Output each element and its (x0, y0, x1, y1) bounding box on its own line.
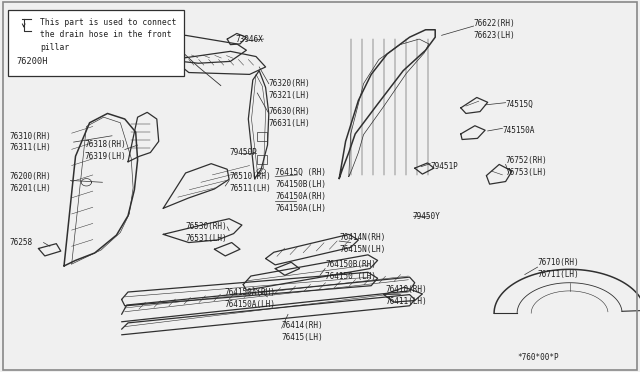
Text: 76200H: 76200H (16, 57, 47, 66)
Text: This part is used to connect
the drain hose in the front
pillar: This part is used to connect the drain h… (40, 18, 177, 52)
Text: *760*00*P: *760*00*P (517, 353, 559, 362)
Text: 745150A: 745150A (502, 126, 535, 135)
Text: 79450P: 79450P (229, 148, 257, 157)
Bar (257, 132, 267, 141)
Text: 764150A(RH)
764150A(LH): 764150A(RH) 764150A(LH) (224, 288, 275, 309)
FancyBboxPatch shape (8, 10, 184, 76)
Text: 76410(RH)
76411(LH): 76410(RH) 76411(LH) (385, 285, 427, 306)
Text: 79450Y: 79450Y (413, 212, 440, 221)
Text: 76510(RH)
76511(LH): 76510(RH) 76511(LH) (229, 172, 271, 193)
Text: 76320(RH)
76321(LH): 76320(RH) 76321(LH) (269, 79, 310, 100)
Bar (257, 155, 267, 164)
Text: 76752(RH)
76753(LH): 76752(RH) 76753(LH) (506, 156, 547, 177)
Text: 76414N(RH)
76415N(LH): 76414N(RH) 76415N(LH) (339, 233, 385, 254)
Text: 73946X: 73946X (236, 35, 263, 44)
Text: 76200(RH)
76201(LH): 76200(RH) 76201(LH) (10, 172, 51, 193)
Text: 76622(RH)
76623(LH): 76622(RH) 76623(LH) (474, 19, 515, 40)
Text: 76630(RH)
76631(LH): 76630(RH) 76631(LH) (269, 107, 310, 128)
Text: 76710(RH)
76711(LH): 76710(RH) 76711(LH) (538, 258, 579, 279)
Text: 76414(RH)
76415(LH): 76414(RH) 76415(LH) (282, 321, 323, 342)
Text: 76258: 76258 (10, 238, 33, 247)
Text: 76310(RH)
76311(LH): 76310(RH) 76311(LH) (10, 132, 51, 153)
Text: 76318(RH)
76319(LH): 76318(RH) 76319(LH) (84, 140, 126, 161)
Text: 76415Q (RH)
764150B(LH): 76415Q (RH) 764150B(LH) (275, 168, 326, 189)
Text: 764150B(RH)
764150 (LH): 764150B(RH) 764150 (LH) (325, 260, 376, 281)
Text: 74515Q: 74515Q (506, 100, 533, 109)
Text: 79451P: 79451P (430, 162, 458, 171)
Text: 76530(RH)
76531(LH): 76530(RH) 76531(LH) (186, 222, 227, 243)
Text: 764150A(RH)
764150A(LH): 764150A(RH) 764150A(LH) (275, 192, 326, 213)
